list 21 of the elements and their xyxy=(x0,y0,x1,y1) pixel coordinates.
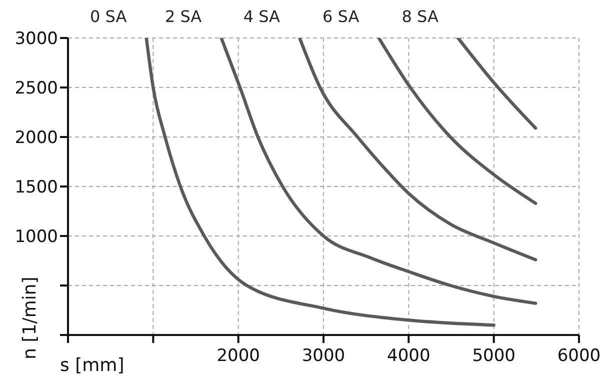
x-tick-label: 5000 xyxy=(472,346,516,366)
y-tick-label: 1500 xyxy=(14,178,58,198)
line-series xyxy=(377,38,538,205)
x-tick-label: 3000 xyxy=(302,346,346,366)
y-tick-label: 3000 xyxy=(14,29,58,50)
y-tick-label: 2500 xyxy=(14,78,58,99)
series-label: 2 SA xyxy=(164,7,202,26)
line-series xyxy=(220,38,538,305)
series-label: 8 SA xyxy=(402,7,438,26)
x-tick-label: 4000 xyxy=(387,346,430,366)
line-series xyxy=(144,38,496,327)
y-tick-label: 1000 xyxy=(14,227,58,248)
y-tick-label: 2000 xyxy=(14,128,58,148)
x-tick-label: 2000 xyxy=(216,346,260,366)
series-label: 4 SA xyxy=(243,7,280,26)
series-label: 0 SA xyxy=(90,7,127,26)
y-axis-title: n [1/min] xyxy=(20,276,40,360)
x-axis-title: s [mm] xyxy=(60,355,124,376)
series-label: 6 SA xyxy=(322,7,360,26)
line-series xyxy=(298,38,538,262)
x-tick-label: 6000 xyxy=(557,346,600,366)
